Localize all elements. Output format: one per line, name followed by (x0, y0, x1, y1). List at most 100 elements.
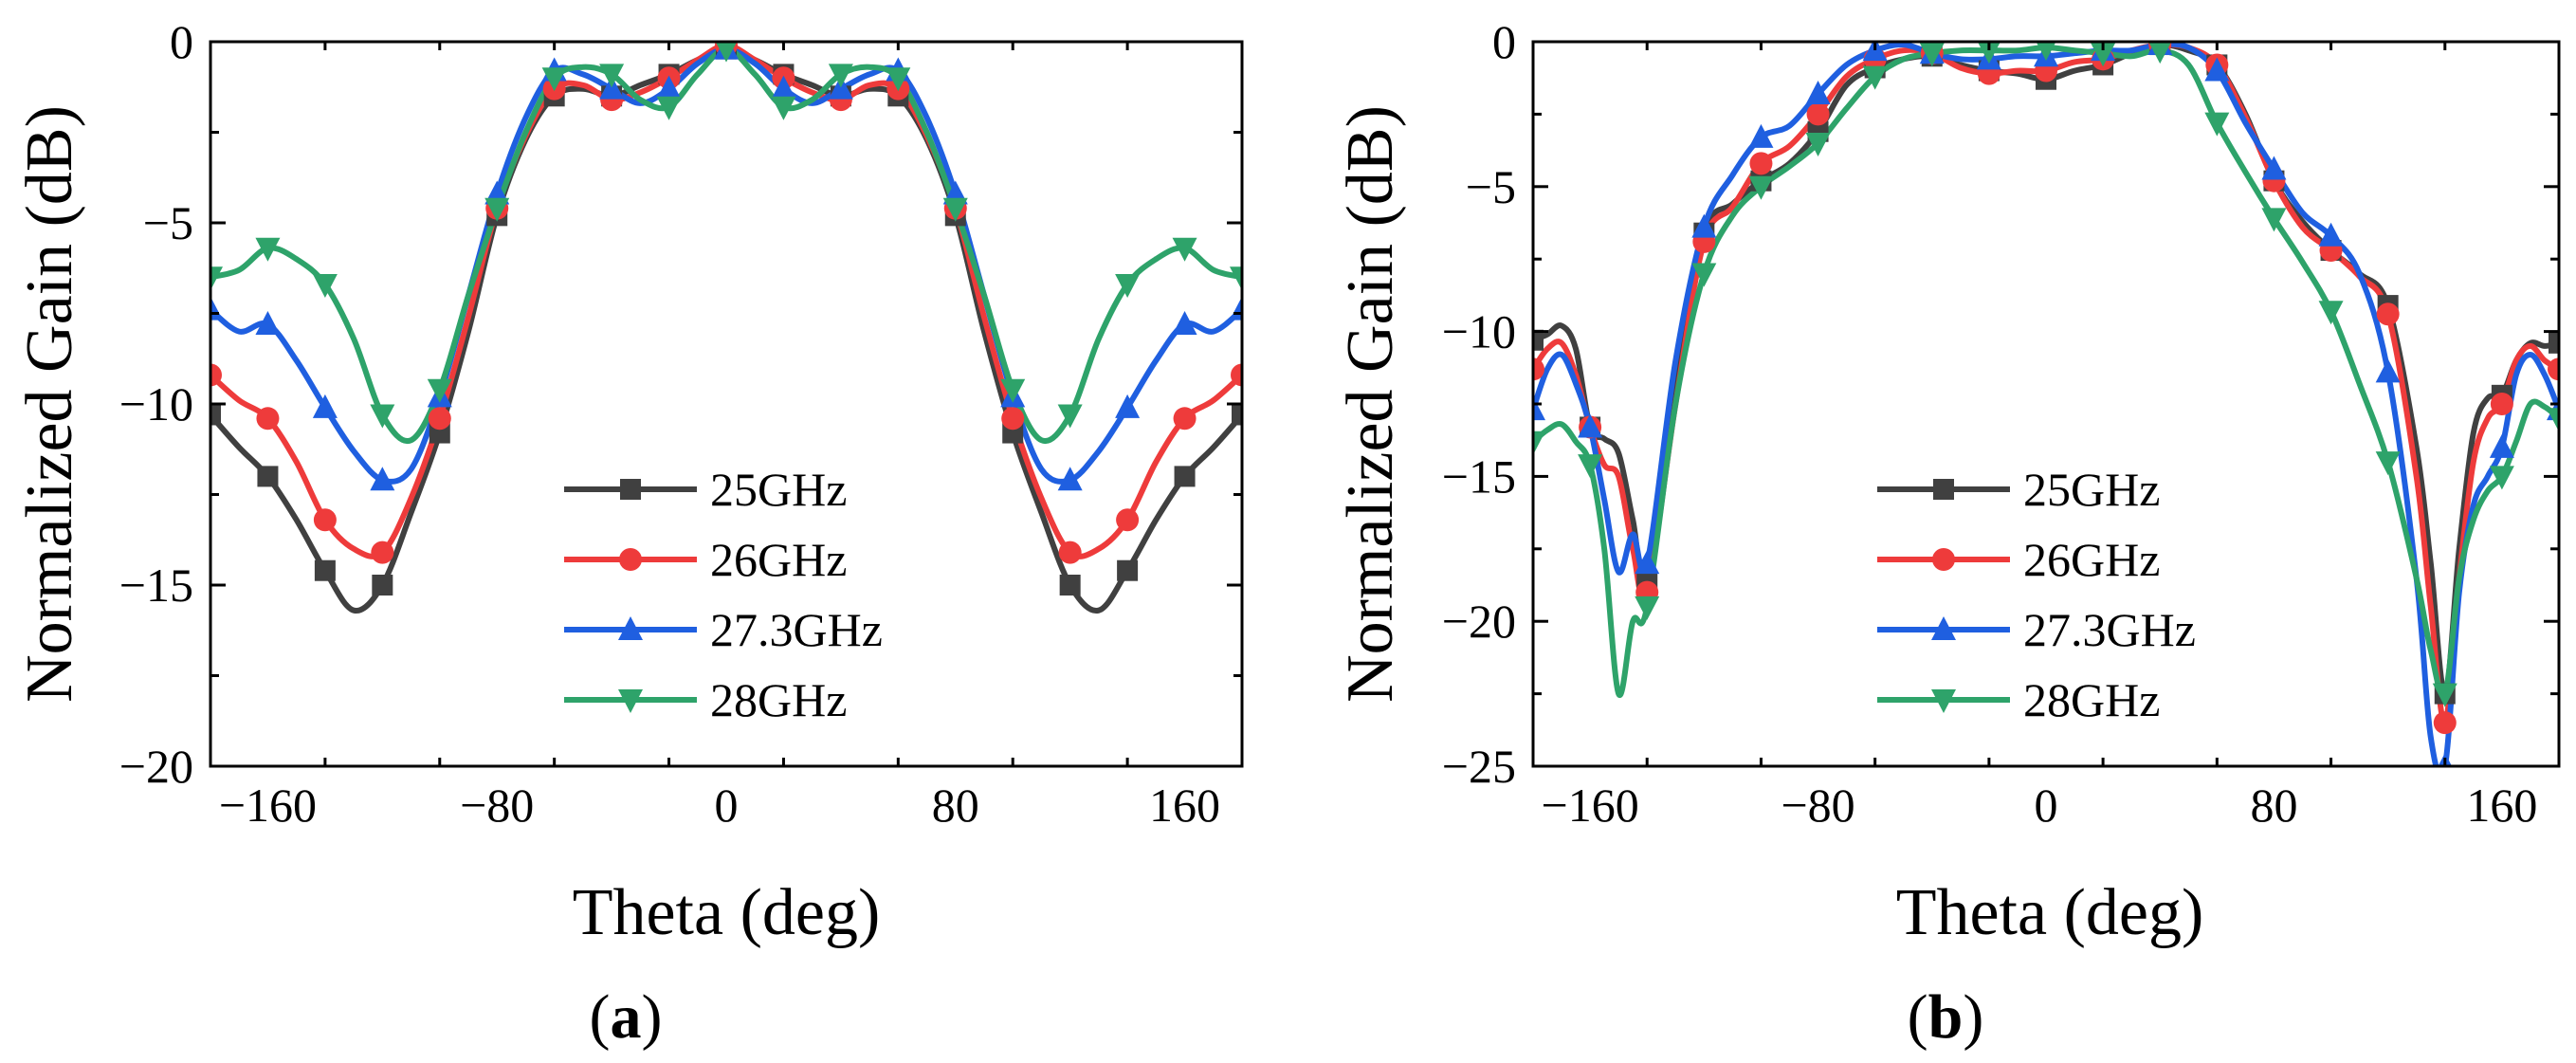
x-tick-label: 80 (932, 779, 979, 832)
series-line-25GHz (210, 46, 1242, 614)
data-point-27.3GHz-14 (2318, 222, 2344, 247)
data-point-28GHz-9 (715, 42, 738, 63)
y-tick-label: 0 (1492, 15, 1516, 68)
legend-marker-25GHz (1933, 479, 1954, 500)
x-axis-title: Theta (deg) (573, 876, 881, 949)
y-axis-title: Normalized Gain (dB) (13, 105, 86, 703)
data-point-25GHz-2 (314, 559, 336, 581)
series-group (1533, 42, 2559, 766)
legend-label-27.3GHz: 27.3GHz (710, 603, 883, 656)
x-tick-label: 0 (2035, 779, 2058, 832)
x-tick-label: −80 (1781, 779, 1854, 832)
legend-marker-27.3GHz (618, 616, 643, 640)
data-point-28GHz-3 (1691, 263, 1717, 287)
data-point-28GHz-7 (1919, 43, 1945, 67)
data-point-27.3GHz-3 (370, 467, 395, 491)
data-point-28GHz-4 (427, 378, 452, 403)
data-point-27.3GHz-10 (771, 75, 796, 100)
x-tick-label: −160 (219, 779, 317, 832)
data-point-28GHz-11 (2148, 42, 2172, 64)
legend-label-26GHz: 26GHz (2023, 533, 2160, 586)
data-point-28GHz-17 (1172, 237, 1197, 262)
data-point-26GHz-16 (1116, 508, 1140, 532)
data-point-26GHz-18 (2548, 357, 2559, 381)
data-point-28GHz-4 (1748, 175, 1774, 200)
data-point-28GHz-14 (2318, 301, 2344, 325)
data-point-25GHz-18 (1232, 404, 1242, 426)
data-point-28GHz-10 (771, 96, 796, 120)
series-line-25GHz (1533, 42, 2559, 697)
data-point-26GHz-17 (1173, 407, 1197, 431)
data-point-27.3GHz-8 (656, 75, 682, 100)
y-tick-label: −10 (119, 377, 193, 431)
legend-label-28GHz: 28GHz (710, 673, 847, 726)
data-point-28GHz-8 (656, 96, 682, 120)
data-point-25GHz-18 (2549, 332, 2559, 354)
data-point-28GHz-13 (942, 197, 968, 222)
data-point-28GHz-15 (2375, 451, 2401, 476)
data-point-28GHz-6 (1862, 65, 1888, 90)
data-point-26GHz-2 (313, 508, 337, 532)
data-point-25GHz-3 (372, 575, 393, 596)
y-tick-label: 0 (170, 15, 193, 68)
data-point-25GHz-15 (1059, 575, 1081, 596)
data-point-26GHz-16 (2433, 711, 2457, 735)
legend-marker-26GHz (619, 548, 642, 571)
x-tick-label: 160 (2466, 779, 2537, 832)
data-point-25GHz-0 (210, 404, 221, 426)
data-point-26GHz-18 (1231, 363, 1242, 387)
chart-panel-b: −160 −80 0 80 160 0 −5 −10 −15 −20 −25 Theta (deg) N… (1334, 15, 2561, 1052)
data-point-27.3GHz-2 (1635, 550, 1660, 575)
legend-label-28GHz: 28GHz (2023, 673, 2160, 726)
x-axis-title: Theta (deg) (1896, 876, 2204, 949)
data-point-28GHz-3 (370, 404, 395, 429)
y-tick-label: −5 (1466, 160, 1516, 213)
data-point-28GHz-5 (484, 197, 510, 222)
data-point-27.3GHz-6 (1862, 42, 1888, 62)
series-line-27.3GHz (210, 46, 1242, 485)
data-point-25GHz-16 (1117, 559, 1139, 581)
legend-marker-28GHz (618, 689, 643, 713)
data-point-25GHz-17 (1174, 466, 1196, 487)
data-point-26GHz-15 (1058, 541, 1082, 564)
x-tick-label: −80 (460, 779, 534, 832)
data-point-28GHz-11 (828, 64, 853, 88)
y-axis-title: Normalized Gain (dB) (1334, 105, 1407, 703)
data-point-28GHz-18 (2547, 408, 2559, 432)
data-point-27.3GHz-17 (2489, 433, 2514, 458)
chart-panel-a: −160 −80 0 80 160 0 −5 −10 −15 −20 Theta (deg) Norm… (13, 15, 1244, 1052)
y-tick-label: −15 (119, 559, 193, 612)
data-point-27.3GHz-3 (1691, 213, 1717, 238)
data-point-28GHz-10 (2091, 43, 2116, 67)
y-tick-label: −5 (143, 196, 193, 249)
data-point-28GHz-9 (2036, 42, 2056, 62)
data-point-28GHz-12 (2204, 112, 2230, 137)
data-point-27.3GHz-15 (2375, 358, 2401, 383)
data-point-26GHz-4 (428, 407, 451, 431)
data-point-26GHz-3 (371, 541, 394, 564)
data-point-26GHz-5 (1806, 102, 1830, 126)
panel-label: (b) (1908, 982, 1984, 1052)
y-tick-label: −20 (119, 740, 193, 793)
data-point-28GHz-6 (541, 67, 567, 92)
data-point-28GHz-8 (1977, 42, 2001, 64)
data-point-28GHz-7 (599, 64, 625, 88)
data-point-28GHz-5 (1805, 132, 1831, 156)
legend: 25GHz 26GHz 27.3GHz 28GHz (1877, 463, 2196, 726)
data-point-27.3GHz-4 (1748, 123, 1774, 148)
legend-label-25GHz: 25GHz (2023, 463, 2160, 516)
y-tick-label: −10 (1442, 305, 1516, 358)
data-point-28GHz-0 (210, 266, 223, 291)
data-point-27.3GHz-15 (1057, 467, 1083, 491)
data-point-27.3GHz-16 (1115, 394, 1141, 418)
series-line-28GHz (210, 46, 1242, 445)
data-point-26GHz-17 (2490, 393, 2513, 415)
data-point-28GHz-17 (2489, 466, 2514, 490)
x-tick-label: 80 (2250, 779, 2297, 832)
data-point-28GHz-18 (1230, 266, 1242, 291)
legend-label-25GHz: 25GHz (710, 463, 847, 516)
data-point-27.3GHz-1 (1578, 413, 1603, 438)
data-point-28GHz-1 (255, 237, 281, 262)
legend-label-27.3GHz: 27.3GHz (2023, 603, 2196, 656)
